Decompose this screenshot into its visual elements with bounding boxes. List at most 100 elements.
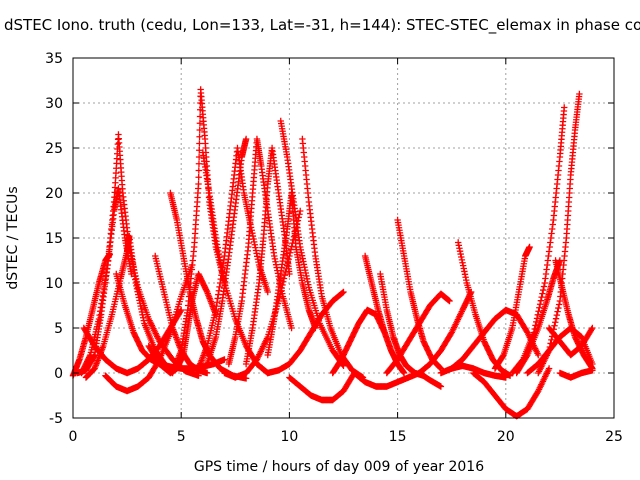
- y-tick-label: 25: [45, 141, 63, 157]
- data-point: [279, 281, 286, 289]
- data-point: [540, 286, 547, 294]
- data-point: [284, 259, 292, 266]
- data-point: [285, 256, 292, 263]
- data-series: [545, 324, 596, 359]
- data-point: [548, 336, 555, 344]
- data-point: [437, 383, 445, 390]
- data-point: [196, 126, 203, 134]
- data-series: [102, 261, 196, 395]
- y-tick-label: 0: [54, 366, 63, 382]
- data-series: [524, 324, 596, 377]
- data-point: [555, 301, 563, 308]
- data-series: [82, 233, 170, 381]
- y-tick-label: 15: [45, 231, 63, 247]
- data-point: [545, 365, 553, 372]
- data-point: [196, 120, 204, 127]
- y-tick-label: 10: [45, 276, 63, 292]
- data-point: [552, 315, 560, 322]
- y-tick-label: 35: [45, 51, 63, 67]
- data-series: [491, 243, 533, 372]
- data-point: [553, 311, 561, 319]
- data-series: [299, 135, 367, 381]
- data-point: [561, 104, 568, 111]
- data-series: [437, 362, 509, 381]
- data-point: [552, 319, 559, 326]
- data-point: [502, 374, 509, 381]
- data-point: [589, 367, 596, 374]
- data-series: [195, 144, 271, 372]
- data-point: [286, 252, 293, 260]
- data-point: [287, 246, 295, 253]
- data-point: [128, 270, 135, 278]
- grid: [73, 58, 614, 418]
- data-series: [513, 257, 564, 377]
- data-point: [554, 308, 561, 315]
- data-point: [196, 147, 203, 154]
- data-point: [551, 322, 558, 329]
- data-series: [264, 288, 347, 377]
- data-point: [242, 135, 250, 143]
- data-point: [536, 304, 543, 311]
- data-point: [195, 174, 202, 181]
- data-series: [80, 306, 185, 377]
- data-point: [264, 288, 271, 296]
- y-tick-label: 5: [54, 321, 63, 337]
- data-point: [195, 180, 202, 188]
- data-series: [203, 135, 250, 368]
- y-axis-label: dSTEC / TECUs: [5, 186, 21, 289]
- data-series: [329, 306, 388, 377]
- x-tick-label: 0: [69, 429, 78, 445]
- data-point: [282, 268, 289, 276]
- data-point: [196, 133, 203, 140]
- data-series: [383, 290, 453, 377]
- x-tick-labels: 0 5 10 15 20 25: [69, 429, 623, 445]
- x-axis-label: GPS time / hours of day 009 of year 2016: [194, 459, 484, 475]
- data-point: [589, 324, 596, 332]
- data-point: [538, 293, 545, 301]
- data-point: [242, 375, 250, 382]
- data-point: [283, 262, 291, 269]
- data-point: [203, 369, 211, 377]
- data-series: [74, 185, 135, 377]
- data-point: [288, 324, 295, 332]
- data-point: [280, 275, 288, 282]
- data-point: [281, 272, 288, 279]
- data-point: [195, 167, 203, 174]
- y-tick-label: 20: [45, 186, 63, 202]
- data-series: [361, 252, 408, 377]
- data-point: [280, 278, 287, 285]
- data-point: [420, 372, 427, 379]
- data-point: [283, 265, 290, 273]
- data-point: [340, 362, 347, 369]
- y-tick-labels: -5 0 5 10 15 20 25 30 35: [45, 51, 63, 427]
- x-tick-label: 15: [389, 429, 407, 445]
- data-point: [539, 290, 546, 297]
- y-tick-label: -5: [49, 411, 63, 427]
- data-series: [416, 288, 475, 377]
- x-tick-label: 5: [177, 429, 186, 445]
- data-point: [286, 249, 294, 256]
- data-series: [535, 90, 583, 377]
- data-point: [178, 306, 185, 314]
- data-point: [588, 326, 595, 333]
- data-point: [400, 369, 408, 377]
- data-point: [196, 140, 203, 147]
- data-point: [340, 288, 347, 296]
- data-series: [470, 365, 553, 420]
- axis-ticks: [72, 57, 615, 419]
- data-point: [589, 360, 596, 368]
- data-series: [556, 367, 596, 381]
- data-point: [555, 304, 562, 312]
- data-point: [177, 308, 184, 315]
- data-point: [526, 243, 533, 251]
- data-point: [537, 297, 545, 304]
- data-point: [535, 351, 542, 359]
- data-point: [576, 90, 583, 98]
- x-tick-label: 20: [497, 429, 515, 445]
- data-point: [540, 283, 548, 290]
- data-point: [195, 160, 203, 167]
- y-tick-label: 30: [45, 96, 63, 112]
- data-series: [225, 135, 295, 368]
- chart-title: dSTEC Iono. truth (cedu, Lon=133, Lat=-3…: [4, 16, 640, 35]
